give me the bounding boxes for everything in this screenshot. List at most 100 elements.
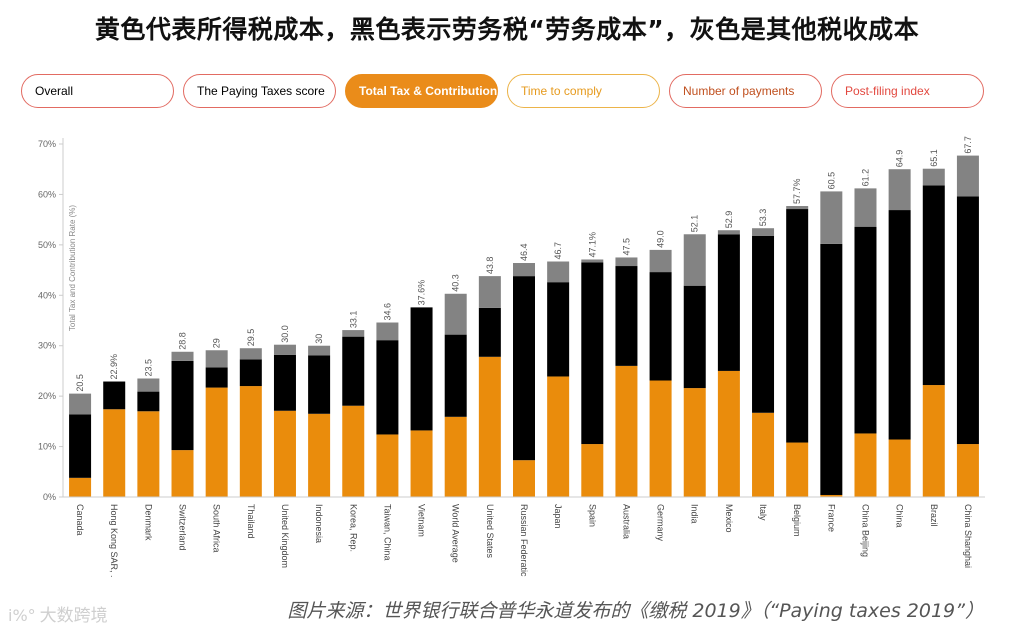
x-tick-label: Russian Federatic [519,504,529,577]
bar-segment-labour-tax [171,360,194,451]
y-axis: 0% 10% 20% 30% 40% 50% 60% 70% [38,138,64,502]
bar-total-label: 37.6% [417,280,427,306]
bar-segment-labour-tax [137,391,160,412]
bar-segment-other-tax [854,188,877,227]
bar-segment-profit-tax [752,412,775,497]
bar-segment-profit-tax [376,434,399,497]
bar-segment-profit-tax [171,450,194,497]
bar-segment-other-tax [615,257,638,267]
bar-segment-profit-tax [717,370,740,497]
metric-tabs: Overall The Paying Taxes score Total Tax… [21,74,989,108]
bar-segment-profit-tax [888,439,911,497]
x-tick-label: United Kingdom [280,504,290,568]
bar-segment-profit-tax [478,356,501,497]
x-tick-label: United States [485,504,495,559]
bar-segment-labour-tax [444,334,467,417]
bar-segment-labour-tax [547,282,570,377]
bar-total-label: 52.9 [724,211,734,229]
bar-segment-profit-tax [308,413,331,497]
bar-segment-profit-tax [615,365,638,497]
watermark-logo: i%° [8,606,36,625]
bar-segment-profit-tax [444,416,467,497]
x-tick-label: Vietnam [417,504,427,537]
bar-segment-other-tax [547,261,570,283]
tab-post-filing-index[interactable]: Post-filing index [831,74,984,108]
bar-total-label: 53.3 [758,209,768,227]
bar-total-label: 57.7% [792,178,802,204]
bar-segment-other-tax [820,191,843,244]
x-tick-label: Australia [621,504,631,539]
bar-segment-labour-tax [581,262,604,445]
bar-segment-profit-tax [513,460,535,497]
bar-segment-profit-tax [273,410,296,497]
bar-segment-other-tax [683,234,706,286]
x-tick-label: Hong Kong SAR, . [109,504,119,578]
bar-segment-other-tax [273,344,296,355]
bar-total-label: 28.8 [178,332,188,350]
bar-segment-profit-tax [103,409,126,497]
x-tick-label: World Average [451,504,461,563]
x-tick-label: Italy [758,504,768,521]
watermark-text: 大数跨境 [39,606,108,626]
tab-number-of-payments[interactable]: Number of payments [669,74,822,108]
bar-segment-profit-tax [649,380,672,497]
bar-segment-profit-tax [922,385,945,497]
bar-segment-profit-tax [820,494,843,497]
total-labels: 67.7 65.1 64.9 61.2 60.5 57.7% 53.3 52.9 52.1 49.… [75,136,973,392]
tab-overall[interactable]: Overall [21,74,174,108]
tab-paying-taxes-score[interactable]: The Paying Taxes score [183,74,336,108]
bar-segment-other-tax [581,259,604,263]
x-tick-label: Brazil [929,504,939,527]
bar-segment-profit-tax [581,444,604,497]
bar-total-label: 33.1 [348,311,358,329]
bar-total-label: 29 [212,338,222,348]
bar-segment-labour-tax [615,266,638,366]
bar-segment-other-tax [478,276,501,308]
bar-segment-labour-tax [205,367,228,388]
x-tick-label: China Beijing [860,504,870,557]
bar-segment-labour-tax [786,209,809,443]
bar-segment-labour-tax [376,340,399,435]
bar-segment-labour-tax [342,336,365,406]
x-tick-label: Mexico [724,504,734,533]
bars [69,155,979,497]
bar-segment-labour-tax [478,307,501,357]
bar-total-label: 47.5 [621,238,631,256]
watermark: i%° 大数跨境 [8,601,108,626]
bar-total-label: 52.1 [690,215,700,233]
bar-segment-other-tax [308,345,331,356]
x-tick-label: Canada [75,504,85,536]
image-source-caption: 图片来源：世界银行联合普华永道发布的《缴税 2019》（“Paying taxe… [287,600,984,622]
bar-segment-other-tax [69,393,92,415]
bar-segment-labour-tax [513,276,535,461]
bar-segment-profit-tax [786,442,809,497]
bar-total-label: 61.2 [860,169,870,187]
tab-total-tax-rate[interactable]: Total Tax & Contribution Rate [345,74,527,108]
bar-segment-profit-tax [137,411,160,497]
bar-segment-other-tax [137,378,160,392]
bar-total-label: 47.1% [587,232,597,258]
page-title: 黄色代表所得税成本，黑色表示劳务税“劳务成本”，灰色是其他税收成本 [94,15,920,44]
y-tick-label: 10% [38,442,56,452]
x-tick-label: Taiwan, China [382,504,392,561]
x-tick-label: South Africa [212,504,222,553]
x-axis-labels: Canada Hong Kong SAR, . Denmark Switzerland… [75,504,973,578]
tab-time-to-comply[interactable]: Time to comply [507,74,660,108]
y-tick-label: 70% [38,139,56,149]
bar-segment-labour-tax [103,381,126,410]
y-tick-label: 20% [38,391,56,401]
x-tick-label: Belgium [792,504,802,537]
bar-segment-labour-tax [752,235,775,413]
x-tick-label: Denmark [143,504,153,541]
y-tick-label: 60% [38,189,56,199]
bar-total-label: 46.4 [519,243,529,261]
bar-total-label: 22.9% [109,354,119,380]
bar-segment-profit-tax [239,386,262,497]
bar-total-label: 67.7 [963,136,973,154]
x-tick-label: China [895,504,905,528]
bar-segment-labour-tax [820,243,843,495]
bar-segment-labour-tax [69,414,92,478]
bar-segment-labour-tax [683,285,706,389]
bar-segment-profit-tax [342,405,365,497]
x-tick-label: India [690,504,700,524]
